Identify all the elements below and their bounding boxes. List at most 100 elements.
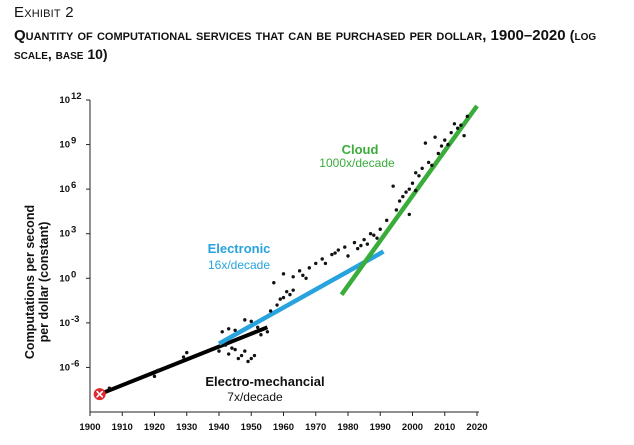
electromechanical-label: Electro-mechancial [205, 374, 324, 389]
data-point [230, 346, 234, 350]
data-point [333, 251, 337, 255]
y-tick-exponent: -3 [71, 314, 79, 325]
exhibit-label: Exhibit 2 [14, 4, 74, 21]
x-tick-label: 1940 [208, 422, 229, 433]
data-point [275, 303, 279, 307]
data-point [297, 269, 302, 273]
data-point [346, 254, 350, 258]
x-tick-label: 1920 [144, 422, 165, 433]
data-point [394, 208, 399, 212]
x-tick-label: 1950 [241, 422, 262, 433]
data-point [459, 123, 463, 127]
data-point [301, 273, 305, 278]
data-point [436, 151, 440, 156]
x-tick-label: 2020 [466, 422, 487, 433]
data-point [352, 240, 357, 245]
x-tick-label: 2010 [434, 422, 455, 433]
data-point [420, 166, 424, 171]
x-tick-label: 1930 [176, 422, 197, 433]
data-point [217, 349, 221, 353]
data-point [378, 227, 382, 231]
data-point [449, 130, 453, 135]
start-marker [93, 388, 106, 401]
data-point [307, 266, 311, 270]
x-tick-label: 1960 [273, 422, 294, 433]
electronic-label: Electronic [208, 241, 271, 256]
data-point [439, 144, 444, 148]
data-point [465, 114, 470, 119]
y-axis-title-line-2: per dollar (constant) [37, 222, 51, 343]
trend-annotations: Cloud 1000x/decade Electronic 16x/decade… [205, 142, 395, 404]
data-point [410, 181, 415, 185]
electromechanical-rate: 7x/decade [227, 390, 283, 404]
data-point [314, 261, 318, 266]
data-point [288, 292, 292, 297]
data-point [343, 245, 347, 249]
y-tick-label: 10 [59, 318, 70, 329]
data-point [256, 325, 260, 330]
chart-title: Quantity of computational services that … [14, 26, 629, 64]
data-point [220, 330, 224, 334]
data-point [181, 355, 186, 359]
y-tick-label: 10 [59, 229, 70, 240]
data-point [404, 190, 408, 194]
start-marker-x [96, 390, 104, 398]
data-point [446, 142, 450, 147]
data-points [107, 114, 470, 390]
data-point [375, 236, 379, 240]
data-point [243, 318, 247, 322]
x-tick-label: 1990 [370, 422, 391, 433]
electromechanical-trend-line [98, 325, 269, 397]
x-tick-label: 2000 [402, 422, 423, 433]
y-tick-exponent: 0 [71, 269, 76, 280]
axes: 1900 1910 1920 1930 1940 1950 1960 1970 1980 1990… [59, 91, 487, 433]
cloud-trend-line [339, 104, 479, 296]
data-point [265, 330, 270, 334]
data-point [430, 163, 434, 168]
x-tick-label: 1980 [337, 422, 358, 433]
data-point [401, 194, 405, 199]
cloud-label: Cloud [342, 142, 379, 157]
data-point [291, 275, 295, 279]
y-tick-exponent: 3 [71, 225, 76, 236]
data-point [385, 218, 389, 223]
data-point [414, 171, 418, 175]
data-point [226, 327, 231, 331]
y-tick-exponent: 9 [71, 136, 76, 147]
data-point [259, 333, 263, 337]
data-point [156, 368, 160, 373]
data-point [355, 246, 360, 251]
data-point [281, 272, 286, 276]
data-point [359, 243, 363, 248]
electronic-trend-line [217, 249, 385, 346]
data-point [320, 257, 324, 261]
data-point [285, 289, 289, 294]
data-point [291, 288, 295, 292]
trend-lines [98, 104, 479, 397]
y-axis-title: Computations per second per dollar (cons… [23, 205, 51, 359]
data-point [249, 319, 253, 324]
data-point [397, 199, 402, 203]
data-point [433, 135, 437, 139]
data-point [323, 261, 328, 266]
data-point [223, 343, 228, 347]
y-tick-label: 10 [59, 273, 70, 284]
data-point [243, 349, 247, 353]
data-point [426, 160, 431, 165]
chart-title-main: Quantity of computational services that … [14, 27, 566, 44]
y-axis-title-line-1: Computations per second [23, 205, 37, 359]
data-point [423, 141, 428, 145]
data-point [414, 188, 418, 193]
data-point [336, 248, 341, 252]
y-tick-label: 10 [59, 184, 70, 195]
x-tick-label: 1900 [79, 422, 100, 433]
data-point [365, 242, 370, 246]
data-point [268, 309, 273, 313]
data-point [407, 212, 411, 217]
data-point [443, 138, 447, 142]
data-point [462, 133, 466, 138]
data-point [368, 232, 373, 236]
electronic-rate: 16x/decade [208, 258, 270, 272]
data-point [372, 233, 376, 237]
